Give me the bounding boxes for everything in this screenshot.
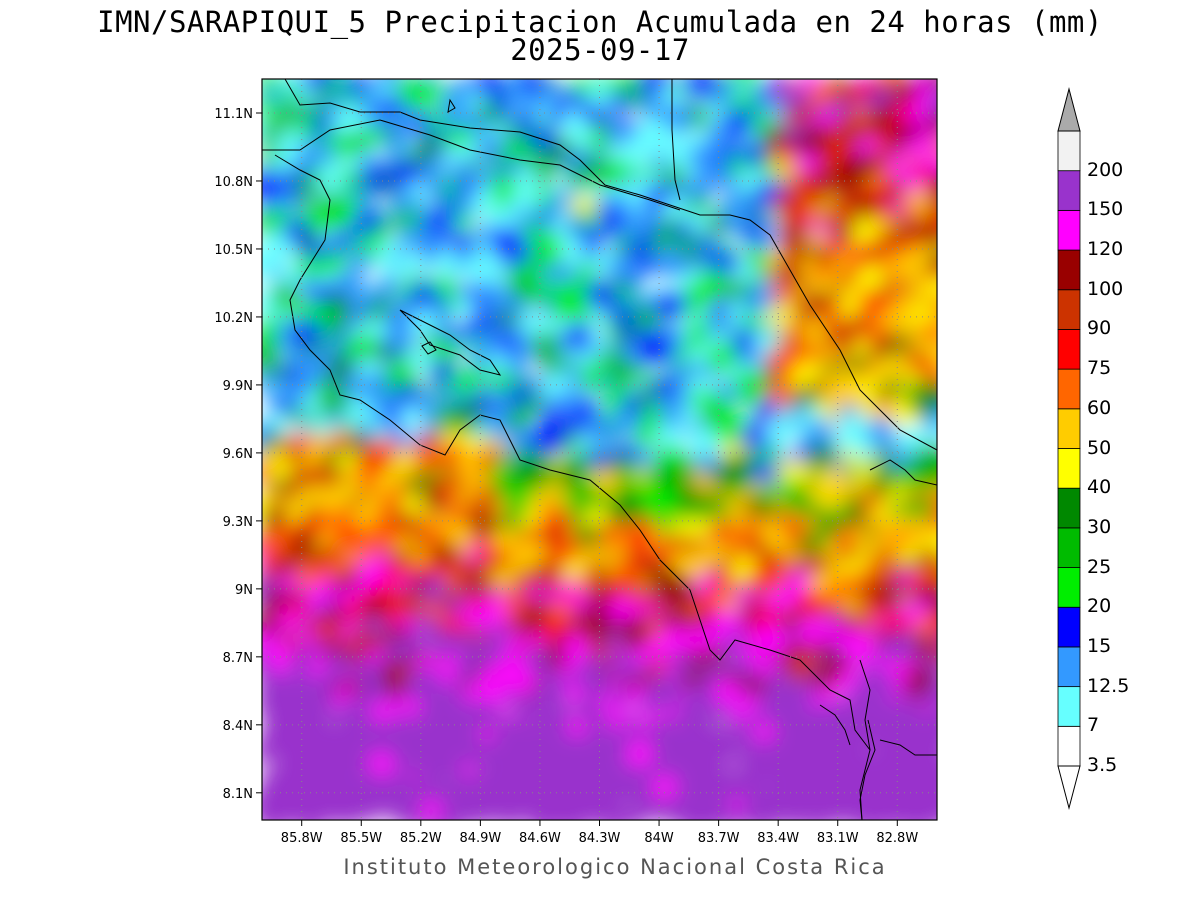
colorbar-max-arrow	[1057, 87, 1081, 132]
country-borders	[262, 79, 871, 820]
x-tick-label: 83.7W	[698, 831, 740, 846]
colorbar-segment	[1057, 130, 1081, 172]
y-tick-label: 9.3N	[223, 515, 253, 530]
chart-title: IMN/SARAPIQUI_5 Precipitacion Acumulada …	[97, 5, 1103, 39]
colorbar-segment	[1057, 170, 1081, 211]
colorbar-segment	[1057, 368, 1081, 410]
colorbar-segment	[1057, 209, 1081, 251]
y-tick-label: 8.4N	[223, 719, 253, 734]
colorbar-level-label: 20	[1087, 595, 1112, 618]
colorbar-segment	[1057, 686, 1081, 727]
coastline	[274, 79, 937, 820]
colorbar-level-label: 40	[1087, 476, 1112, 499]
footer-credit: Instituto Meteorologico Nacional Costa R…	[343, 855, 887, 879]
y-tick-label: 9.6N	[223, 447, 253, 462]
y-tick-label: 8.1N	[223, 787, 253, 802]
colorbar-min-arrow	[1057, 765, 1081, 810]
y-tick-label: 9N	[235, 583, 253, 598]
x-tick-label: 84.9W	[459, 831, 501, 846]
x-tick-label: 83.1W	[817, 831, 859, 846]
colorbar-segment	[1057, 487, 1081, 529]
x-tick-label: 85.8W	[281, 831, 323, 846]
colorbar-level-label: 200	[1087, 158, 1124, 181]
chart-date: 2025-09-17	[510, 33, 690, 67]
colorbar-segment	[1057, 329, 1081, 370]
colorbar-segment	[1057, 646, 1081, 688]
colorbar-segment	[1057, 567, 1081, 608]
y-tick-label: 10.5N	[214, 243, 253, 258]
x-tick-label: 85.5W	[340, 831, 382, 846]
colorbar-segment	[1057, 249, 1081, 291]
x-tick-label: 83.4W	[757, 831, 799, 846]
colorbar-level-label: 15	[1087, 634, 1112, 657]
y-tick-label: 10.2N	[214, 311, 253, 326]
precipitation-field	[262, 79, 937, 820]
colorbar-level-label: 12.5	[1087, 674, 1130, 697]
colorbar-segment	[1057, 289, 1081, 330]
colorbar-segment	[1057, 408, 1081, 449]
colorbar-level-label: 90	[1087, 317, 1112, 340]
y-tick-label: 10.8N	[214, 175, 253, 190]
colorbar-level-label: 50	[1087, 436, 1112, 459]
colorbar-level-label: 25	[1087, 555, 1112, 578]
axis-ticks: 85.8W 85.5W 85.2W 84.9W 84.6W 84.3W 84W 83.7W 83…	[214, 107, 918, 846]
colorbar-level-label: 3.5	[1087, 754, 1118, 776]
colorbar	[1057, 87, 1081, 810]
x-tick-label: 84.6W	[519, 831, 561, 846]
colorbar-level-label: 150	[1087, 198, 1124, 221]
colorbar-segment	[1057, 527, 1081, 568]
colorbar-level-label: 7	[1087, 714, 1100, 737]
y-tick-label: 9.9N	[223, 379, 253, 394]
colorbar-level-label: 30	[1087, 515, 1112, 538]
colorbar-segment	[1057, 606, 1081, 648]
colorbar-segment	[1057, 448, 1081, 489]
y-tick-label: 11.1N	[214, 107, 253, 122]
x-tick-label: 82.8W	[876, 831, 918, 846]
y-tick-label: 8.7N	[223, 651, 253, 666]
x-tick-label: 85.2W	[400, 831, 442, 846]
x-tick-label: 84.3W	[579, 831, 621, 846]
colorbar-level-label: 60	[1087, 396, 1112, 419]
x-tick-label: 84W	[644, 831, 674, 846]
colorbar-level-label: 100	[1087, 277, 1124, 300]
colorbar-level-label: 120	[1087, 238, 1124, 261]
colorbar-level-label: 75	[1087, 357, 1112, 380]
colorbar-segment	[1057, 725, 1081, 767]
